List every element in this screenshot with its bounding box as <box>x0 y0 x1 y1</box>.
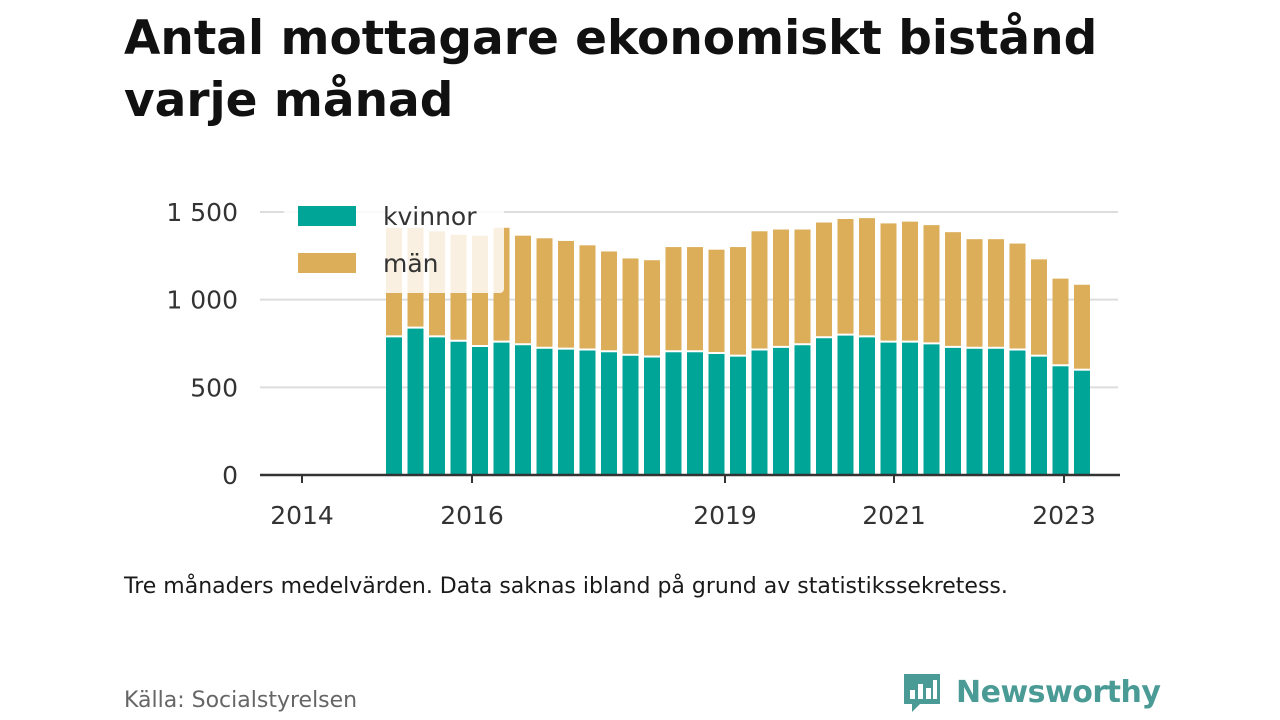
bar-man <box>579 245 596 349</box>
bar-man <box>730 247 746 355</box>
bar-man <box>794 229 811 344</box>
bar-man <box>837 219 854 334</box>
bar-kvinnor <box>880 342 897 475</box>
bar-kvinnor <box>859 337 875 475</box>
bar-man <box>966 239 983 347</box>
source-text: Källa: Socialstyrelsen <box>124 688 358 713</box>
bar-kvinnor <box>644 357 660 475</box>
bar-kvinnor <box>751 350 768 475</box>
bar-man <box>751 231 768 349</box>
y-tick-label: 0 <box>222 461 238 490</box>
bar-man <box>1052 278 1069 365</box>
bar-kvinnor <box>601 352 617 475</box>
y-tick-label: 1 500 <box>166 198 238 227</box>
bar-man <box>945 232 961 346</box>
brand-logo: Newsworthy <box>900 670 1161 714</box>
bar-kvinnor <box>773 347 789 475</box>
bar-kvinnor <box>429 337 445 475</box>
x-tick-label: 2016 <box>440 501 504 530</box>
y-tick-label: 500 <box>190 373 238 402</box>
bar-man <box>816 222 832 337</box>
bar-kvinnor <box>988 348 1004 475</box>
x-tick-label: 2023 <box>1032 501 1096 530</box>
bar-kvinnor <box>966 348 983 475</box>
legend: kvinnor män <box>284 197 504 293</box>
bar-man <box>923 225 940 343</box>
chart-title: Antal mottagare ekonomiskt bistånd varje… <box>124 11 1098 128</box>
bar-man <box>601 251 617 351</box>
bar-kvinnor <box>622 355 639 475</box>
bar-kvinnor <box>536 348 553 475</box>
bar-kvinnor <box>837 335 854 475</box>
bar-man <box>859 218 875 336</box>
bar-kvinnor <box>1031 356 1047 475</box>
bar-man <box>558 240 574 348</box>
legend-label: män <box>383 249 439 278</box>
bar-kvinnor <box>1009 350 1026 475</box>
bar-kvinnor <box>1052 366 1069 475</box>
bar-man <box>622 258 639 354</box>
bar-kvinnor <box>386 337 402 475</box>
bar-man <box>1031 259 1047 355</box>
bar-man <box>687 247 703 351</box>
bar-kvinnor <box>493 342 510 475</box>
legend-swatch <box>298 206 356 226</box>
bar-man <box>708 249 725 353</box>
bar-kvinnor <box>902 342 918 475</box>
bar-kvinnor <box>923 344 940 475</box>
bar-kvinnor <box>515 345 531 475</box>
bar-kvinnor <box>1074 370 1090 475</box>
bar-kvinnor <box>816 338 832 475</box>
y-tick-label: 1 000 <box>166 286 238 315</box>
bar-kvinnor <box>730 356 746 475</box>
bar-man <box>773 229 789 346</box>
x-tick-label: 2021 <box>862 501 926 530</box>
bar-man <box>536 238 553 347</box>
bar-kvinnor <box>945 347 961 475</box>
bar-man <box>515 235 531 344</box>
bar-man <box>1009 243 1026 349</box>
axes: 0 500 1 000 1 500 2014 2016 2019 2021 2023 <box>166 198 1120 530</box>
bar-kvinnor <box>794 345 811 475</box>
bar-kvinnor <box>665 352 682 475</box>
bar-man <box>902 221 918 341</box>
bar-man <box>665 247 682 351</box>
bar-kvinnor <box>558 349 574 475</box>
bar-kvinnor <box>472 347 488 475</box>
bar-man <box>880 223 897 341</box>
bar-kvinnor <box>579 350 596 475</box>
chart-note: Tre månaders medelvärden. Data saknas ib… <box>124 574 1008 599</box>
bar-man <box>1074 284 1090 369</box>
bar-chart-badge-icon <box>904 674 940 712</box>
x-tick-label: 2014 <box>270 501 334 530</box>
bar-kvinnor <box>687 352 703 475</box>
legend-label: kvinnor <box>383 202 477 231</box>
brand-name: Newsworthy <box>956 674 1161 710</box>
bar-man <box>988 239 1004 347</box>
bar-kvinnor <box>708 354 725 475</box>
x-tick-label: 2019 <box>693 501 757 530</box>
bar-kvinnor <box>407 328 424 475</box>
legend-swatch <box>298 253 356 273</box>
bar-man <box>644 260 660 356</box>
bar-kvinnor <box>450 341 467 475</box>
